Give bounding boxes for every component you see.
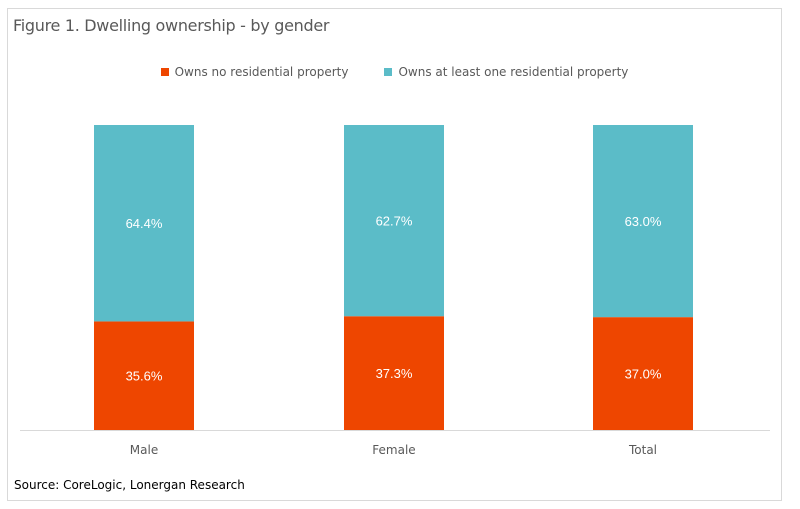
data-label: 62.7% — [376, 214, 413, 229]
chart-title: Figure 1. Dwelling ownership - by gender — [13, 16, 330, 35]
category-label: Total — [628, 443, 657, 457]
legend-item-no-property: Owns no residential property — [160, 65, 349, 79]
category-label: Female — [372, 443, 415, 457]
bar-segment — [94, 125, 194, 322]
data-label: 63.0% — [625, 214, 662, 229]
bar-segment — [344, 125, 444, 317]
bar-segment — [344, 316, 444, 430]
source-note: Source: CoreLogic, Lonergan Research — [14, 478, 245, 492]
legend-item-owns-property: Owns at least one residential property — [384, 65, 628, 79]
legend-label: Owns at least one residential property — [398, 65, 629, 79]
bar-segment — [593, 317, 693, 430]
data-label: 64.4% — [126, 216, 163, 231]
bar-segment — [593, 125, 693, 318]
category-label: Male — [130, 443, 158, 457]
data-label: 37.3% — [376, 366, 413, 381]
legend-swatch — [384, 68, 393, 76]
chart-frame: Figure 1. Dwelling ownership - by gender… — [7, 8, 782, 501]
legend: Owns no residential property Owns at lea… — [8, 65, 781, 79]
legend-label: Owns no residential property — [174, 65, 349, 79]
data-label: 35.6% — [126, 369, 163, 384]
bar-segment — [94, 321, 194, 430]
data-label: 37.0% — [625, 367, 662, 382]
legend-swatch — [160, 68, 169, 76]
